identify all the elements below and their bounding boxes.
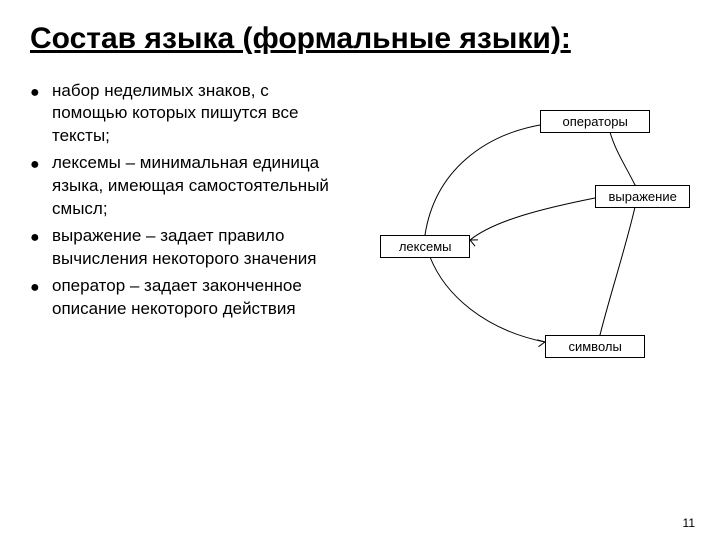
bullet-marker: ● [30,152,52,221]
bullet-marker: ● [30,80,52,149]
list-item: ● набор неделимых знаков, с помощью кото… [30,80,345,149]
bullet-text: оператор – задает законченное описание н… [52,275,345,321]
bullet-text: лексемы – минимальная единица языка, име… [52,152,345,221]
slide-title: Состав языка (формальные языки): [30,20,690,58]
diagram-node-operators: операторы [540,110,650,133]
bullet-marker: ● [30,275,52,321]
diagram-node-lexemes: лексемы [380,235,470,258]
page-number: 11 [683,516,695,530]
content-row: ● набор неделимых знаков, с помощью кото… [30,80,690,420]
bullet-text: выражение – задает правило вычисления не… [52,225,345,271]
bullet-text: набор неделимых знаков, с помощью которы… [52,80,345,149]
bullet-marker: ● [30,225,52,271]
list-item: ● выражение – задает правило вычисления … [30,225,345,271]
diagram-node-expression: выражение [595,185,690,208]
bullet-list: ● набор неделимых знаков, с помощью кото… [30,80,345,420]
diagram-area: операторы выражение лексемы символы [355,80,690,420]
diagram-node-symbols: символы [545,335,645,358]
list-item: ● оператор – задает законченное описание… [30,275,345,321]
list-item: ● лексемы – минимальная единица языка, и… [30,152,345,221]
